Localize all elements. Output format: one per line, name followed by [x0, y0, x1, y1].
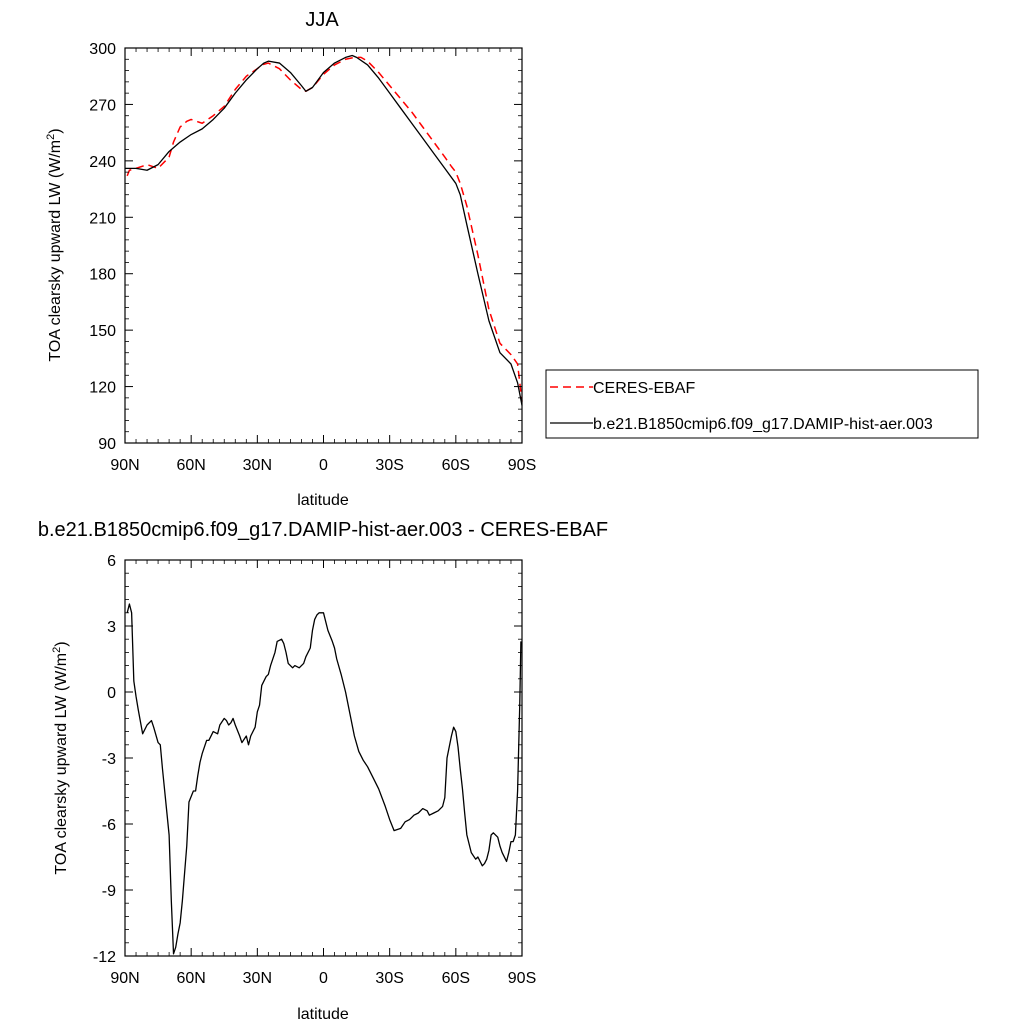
chart-bottom-series-group — [126, 603, 522, 955]
chart-top-y-tick-label: 240 — [89, 154, 116, 171]
chart-top-legend: CERES-EBAF b.e21.B1850cmip6.f09_g17.DAMI… — [545, 369, 979, 439]
chart-top-ticks: 90N 60N 30N 0 30S 60S 90S 90 120 150 180 210 240 270 3… — [89, 41, 536, 474]
chart-bottom: b.e21.B1850cmip6.f09_g17.DAMIP-hist-aer.… — [38, 519, 608, 1023]
chart-top-title: JJA — [305, 9, 339, 31]
legend-label-ceres: CERES-EBAF — [593, 380, 695, 397]
chart-bottom-y-tick-label: -3 — [102, 751, 116, 768]
chart-bottom-y-axis-label: TOA clearsky upward LW (W/m2) — [51, 641, 70, 874]
chart-top-x-axis-label: latitude — [297, 492, 349, 509]
chart-top-y-label-main: TOA clearsky upward LW (W/m — [47, 140, 64, 362]
chart-top-x-tick-label: 60N — [176, 457, 205, 474]
chart-top-y-tick-label: 120 — [89, 380, 116, 397]
chart-bottom-y-tick-label: -9 — [102, 883, 116, 900]
chart-top-x-tick-label: 30S — [375, 457, 403, 474]
chart-top-series-line-0 — [126, 56, 523, 402]
chart-top-x-tick-label: 0 — [319, 457, 328, 474]
chart-top-y-label-close: ) — [47, 128, 64, 133]
chart-bottom-y-tick-label: 0 — [107, 685, 116, 702]
chart-bottom-x-tick-label: 0 — [319, 970, 328, 987]
chart-top-y-tick-label: 270 — [89, 97, 116, 114]
chart-bottom-series-line-0 — [126, 603, 522, 955]
chart-top-x-tick-label: 90S — [508, 457, 536, 474]
chart-top-series-group — [125, 54, 523, 406]
chart-bottom-x-axis-label: latitude — [297, 1006, 349, 1023]
chart-top-series-line-1 — [125, 54, 523, 406]
chart-top: JJA 90N 60N 30N 0 30S 60S 90S 90 120 150 180 210 240… — [45, 9, 979, 509]
chart-bottom-title: b.e21.B1850cmip6.f09_g17.DAMIP-hist-aer.… — [38, 519, 608, 541]
chart-top-y-tick-label: 150 — [89, 323, 116, 340]
chart-bottom-plot-frame — [124, 559, 523, 957]
chart-top-y-tick-label: 180 — [89, 267, 116, 284]
chart-top-y-axis-label: TOA clearsky upward LW (W/m2) — [45, 128, 64, 361]
chart-top-y-tick-label: 300 — [89, 41, 116, 58]
chart-top-y-label-sup: 2 — [45, 134, 57, 140]
chart-top-x-tick-label: 90N — [110, 457, 139, 474]
legend-box — [545, 369, 979, 439]
chart-bottom-x-tick-label: 60S — [442, 970, 470, 987]
chart-top-y-tick-label: 210 — [89, 210, 116, 227]
legend-label-model: b.e21.B1850cmip6.f09_g17.DAMIP-hist-aer.… — [593, 416, 933, 433]
chart-bottom-y-label-close: ) — [53, 641, 70, 646]
chart-bottom-y-label-sup: 2 — [51, 647, 63, 653]
chart-bottom-y-label-main: TOA clearsky upward LW (W/m — [53, 653, 70, 875]
chart-bottom-x-tick-label: 90S — [508, 970, 536, 987]
chart-bottom-y-tick-label: 6 — [107, 553, 116, 570]
chart-bottom-x-tick-label: 30S — [375, 970, 403, 987]
chart-bottom-x-tick-label: 60N — [176, 970, 205, 987]
chart-bottom-ticks: 90N 60N 30N 0 30S 60S 90S -12 -9 -6 -3 0 3 6 — [93, 553, 536, 987]
chart-top-y-tick-label: 90 — [98, 436, 116, 453]
chart-top-x-tick-label: 60S — [442, 457, 470, 474]
chart-bottom-x-tick-label: 30N — [243, 970, 272, 987]
chart-top-plot-frame — [124, 47, 523, 444]
chart-bottom-y-tick-label: 3 — [107, 619, 116, 636]
chart-bottom-y-tick-label: -12 — [93, 949, 116, 966]
chart-top-x-tick-label: 30N — [243, 457, 272, 474]
chart-bottom-x-tick-label: 90N — [110, 970, 139, 987]
chart-bottom-y-tick-label: -6 — [102, 817, 116, 834]
